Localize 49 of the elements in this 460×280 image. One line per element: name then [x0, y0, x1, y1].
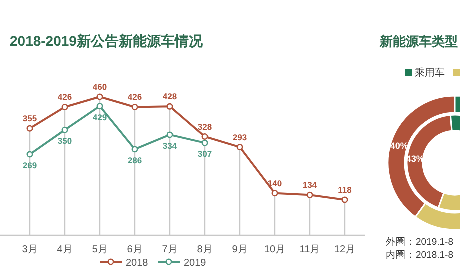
legend-label: 2018 [126, 258, 149, 269]
data-label: 426 [58, 92, 72, 102]
point [202, 134, 208, 140]
chart-title: 新能源车类型 [379, 34, 458, 49]
x-tick-label: 7月 [162, 244, 178, 256]
data-label: 307 [198, 149, 212, 160]
point [62, 126, 68, 134]
data-label: 334 [162, 140, 178, 151]
x-tick-label: 9月 [232, 244, 248, 256]
point [26, 151, 34, 158]
x-tick-label: 8月 [197, 244, 213, 256]
point [306, 192, 314, 198]
point [166, 132, 174, 138]
x-tick-label: 6月 [127, 244, 143, 256]
data-label: 140 [268, 178, 282, 188]
legend-label: 2019 [184, 258, 207, 269]
point [26, 125, 34, 132]
point [132, 104, 138, 110]
point [62, 104, 68, 110]
text: 外圈：2019.1-8 [386, 237, 454, 248]
point [132, 146, 138, 153]
x-tick-label: 4月 [57, 244, 73, 256]
point [342, 196, 348, 204]
data-label: 293 [232, 132, 248, 142]
data-label: 460 [92, 82, 108, 92]
data-label: 269 [22, 160, 38, 171]
point [166, 103, 174, 110]
chart-title: 2018-2019新公告新能源车情况 [10, 33, 204, 49]
x-tick-label: 11月 [300, 244, 320, 256]
point [96, 103, 104, 110]
point [202, 140, 208, 146]
x-tick-label: 3月 [22, 244, 38, 256]
legend-label: 乘用车 [415, 67, 445, 79]
point [96, 94, 104, 100]
point [272, 190, 278, 197]
point [236, 144, 244, 151]
data-label: 328 [198, 122, 212, 132]
data-label: 118 [338, 184, 352, 195]
x-tick-label: 5月 [92, 244, 108, 256]
data-label: 426 [128, 92, 142, 102]
data-label: 286 [128, 155, 142, 166]
data-label: 355 [22, 114, 38, 124]
x-tick-label: 10月 [264, 244, 286, 256]
data-label: 350 [58, 136, 72, 146]
data-label: 428 [162, 92, 178, 102]
data-label: 429 [92, 112, 108, 122]
data-label: 134 [302, 180, 318, 190]
text: 内圈：2018.1-8 [386, 249, 454, 261]
x-tick-label: 12月 [334, 244, 356, 256]
